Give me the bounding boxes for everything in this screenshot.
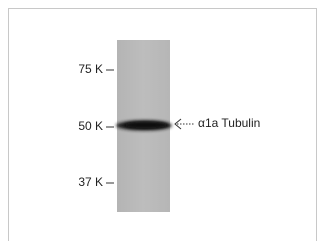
protein-band-core (124, 122, 168, 128)
page: 75 K50 K37 K α1a Tubulin (() => { const … (0, 0, 325, 241)
marker-label: 75 K (78, 62, 103, 76)
marker-group: 75 K 50 K 37 K (78, 62, 114, 189)
marker-label: 37 K (78, 175, 103, 189)
marker-label: 50 K (78, 119, 103, 133)
band-arrow (175, 119, 195, 129)
band-label: α1a Tubulin (198, 116, 260, 130)
blot-figure: 75 K 50 K 37 K α1a Tubulin (0, 0, 325, 241)
